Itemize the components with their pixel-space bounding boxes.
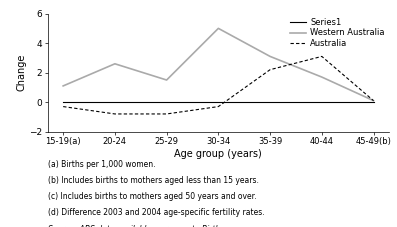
Text: (c) Includes births to mothers aged 50 years and over.: (c) Includes births to mothers aged 50 y… (48, 192, 256, 201)
X-axis label: Age group (years): Age group (years) (174, 149, 262, 159)
Text: (a) Births per 1,000 women.: (a) Births per 1,000 women. (48, 160, 155, 169)
Legend: Series1, Western Australia, Australia: Series1, Western Australia, Australia (289, 18, 385, 48)
Text: (d) Difference 2003 and 2004 age-specific fertility rates.: (d) Difference 2003 and 2004 age-specifi… (48, 208, 264, 217)
Text: (b) Includes births to mothers aged less than 15 years.: (b) Includes births to mothers aged less… (48, 176, 258, 185)
Text: Source: ABS data available on request,  Births: Source: ABS data available on request, B… (48, 225, 224, 227)
Y-axis label: Change: Change (16, 54, 26, 91)
